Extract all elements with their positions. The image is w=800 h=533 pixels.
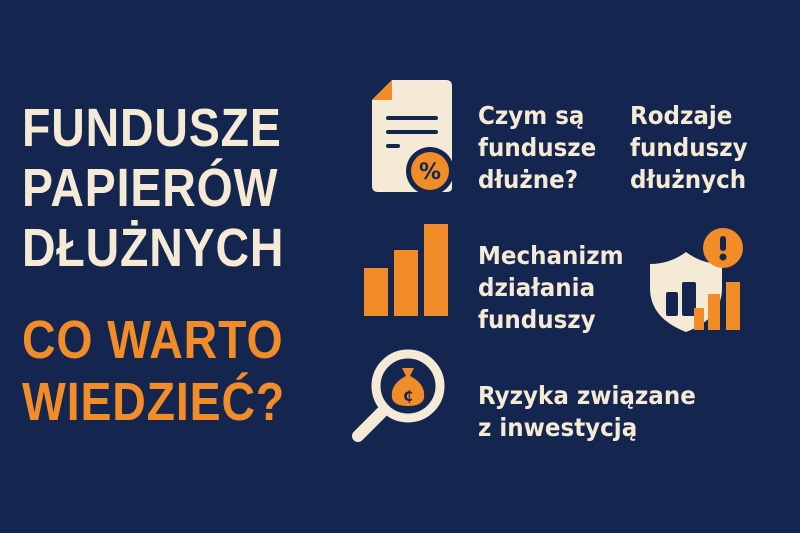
heading-line: DŁUŻNYCH [22,218,285,278]
topic-fund-types: Rodzaje funduszy dłużnych [630,100,748,196]
topic-line: funduszy [630,133,748,162]
topic-line: funduszy [478,305,596,334]
topic-line: Rodzaje [630,101,733,130]
heading-line: PAPIERÓW [22,158,279,218]
topic-line: z inwestycją [478,413,638,442]
topic-line: dłużnych [630,165,747,194]
heading-line: FUNDUSZE [22,98,282,158]
subtitle-line: WIEDZIEĆ? [22,372,286,432]
shield-warning-chart-icon [650,228,743,332]
bar-chart-icon [364,224,448,316]
topic-line: Czym są [478,101,585,130]
topic-investment-risks: Ryzyka związane z inwestycją [478,380,696,444]
topic-line: Mechanizm [478,241,624,270]
magnifier-money-bag-icon: ₵ [352,349,445,442]
subtitle-line: CO WARTO [22,310,284,370]
topic-line: dłużne? [478,165,579,194]
svg-text:₵: ₵ [403,389,413,405]
topic-line: fundusze [478,133,597,162]
topic-fund-mechanism: Mechanizm działania funduszy [478,240,624,336]
document-percent-icon: % [372,80,454,195]
topic-line: Ryzyka związane [478,381,696,410]
svg-text:%: % [419,160,441,185]
topic-line: działania [478,273,596,302]
topic-what-are-debt-funds: Czym są fundusze dłużne? [478,100,596,196]
